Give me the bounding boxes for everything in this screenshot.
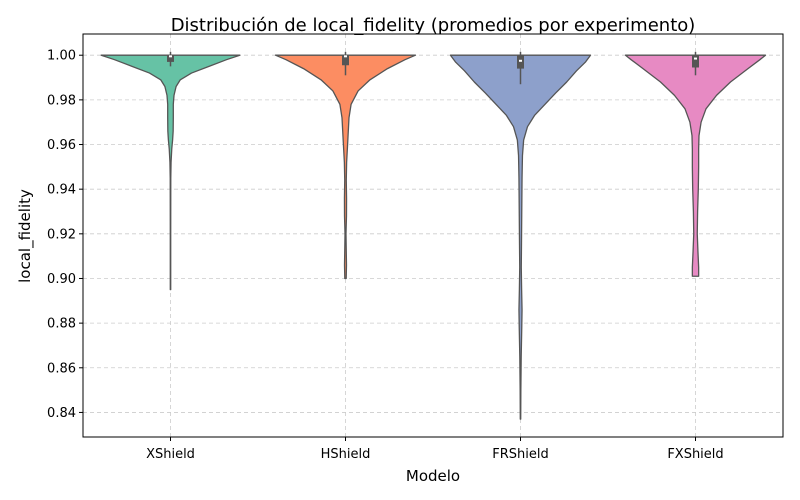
- plot-frame: [82, 33, 784, 438]
- x-tick-label: HShield: [321, 447, 371, 462]
- y-tick-label: 0.88: [47, 317, 76, 332]
- y-tick-label: 0.92: [47, 227, 76, 242]
- y-tick-label: 0.84: [47, 406, 76, 421]
- violin-body: [624, 54, 767, 277]
- y-tick-label: 0.98: [47, 93, 76, 108]
- y-axis-label: local_fidelity: [16, 189, 35, 283]
- x-tick-label: FXShield: [667, 447, 723, 462]
- violin-median: [519, 59, 522, 62]
- y-tick-label: 1.00: [47, 49, 76, 64]
- violin-iqr-box: [692, 55, 699, 68]
- axes: 0.84 0.86 0.88 0.90 0.92 0.94 0.96 0.98 1.00 XShi…: [47, 49, 724, 462]
- violin-body: [274, 54, 417, 280]
- y-tick-label: 0.94: [47, 183, 76, 198]
- violin-iqr-box: [167, 55, 174, 62]
- x-axis-label: Modelo: [406, 467, 460, 485]
- y-tick-label: 0.90: [47, 272, 76, 287]
- violins: [100, 51, 767, 420]
- chart-title: Distribución de local_fidelity (promedio…: [171, 15, 696, 36]
- violin-iqr-box: [517, 55, 524, 69]
- y-tick-label: 0.96: [47, 138, 76, 153]
- violin-median: [169, 55, 172, 58]
- violin-iqr-box: [342, 55, 349, 66]
- violin-median: [344, 55, 347, 58]
- y-tick-label: 0.86: [47, 361, 76, 376]
- x-tick-label: XShield: [146, 447, 195, 462]
- violin-body: [449, 54, 592, 420]
- violin-body: [100, 54, 241, 291]
- x-tick-label: FRShield: [492, 447, 548, 462]
- violin-median: [694, 57, 697, 60]
